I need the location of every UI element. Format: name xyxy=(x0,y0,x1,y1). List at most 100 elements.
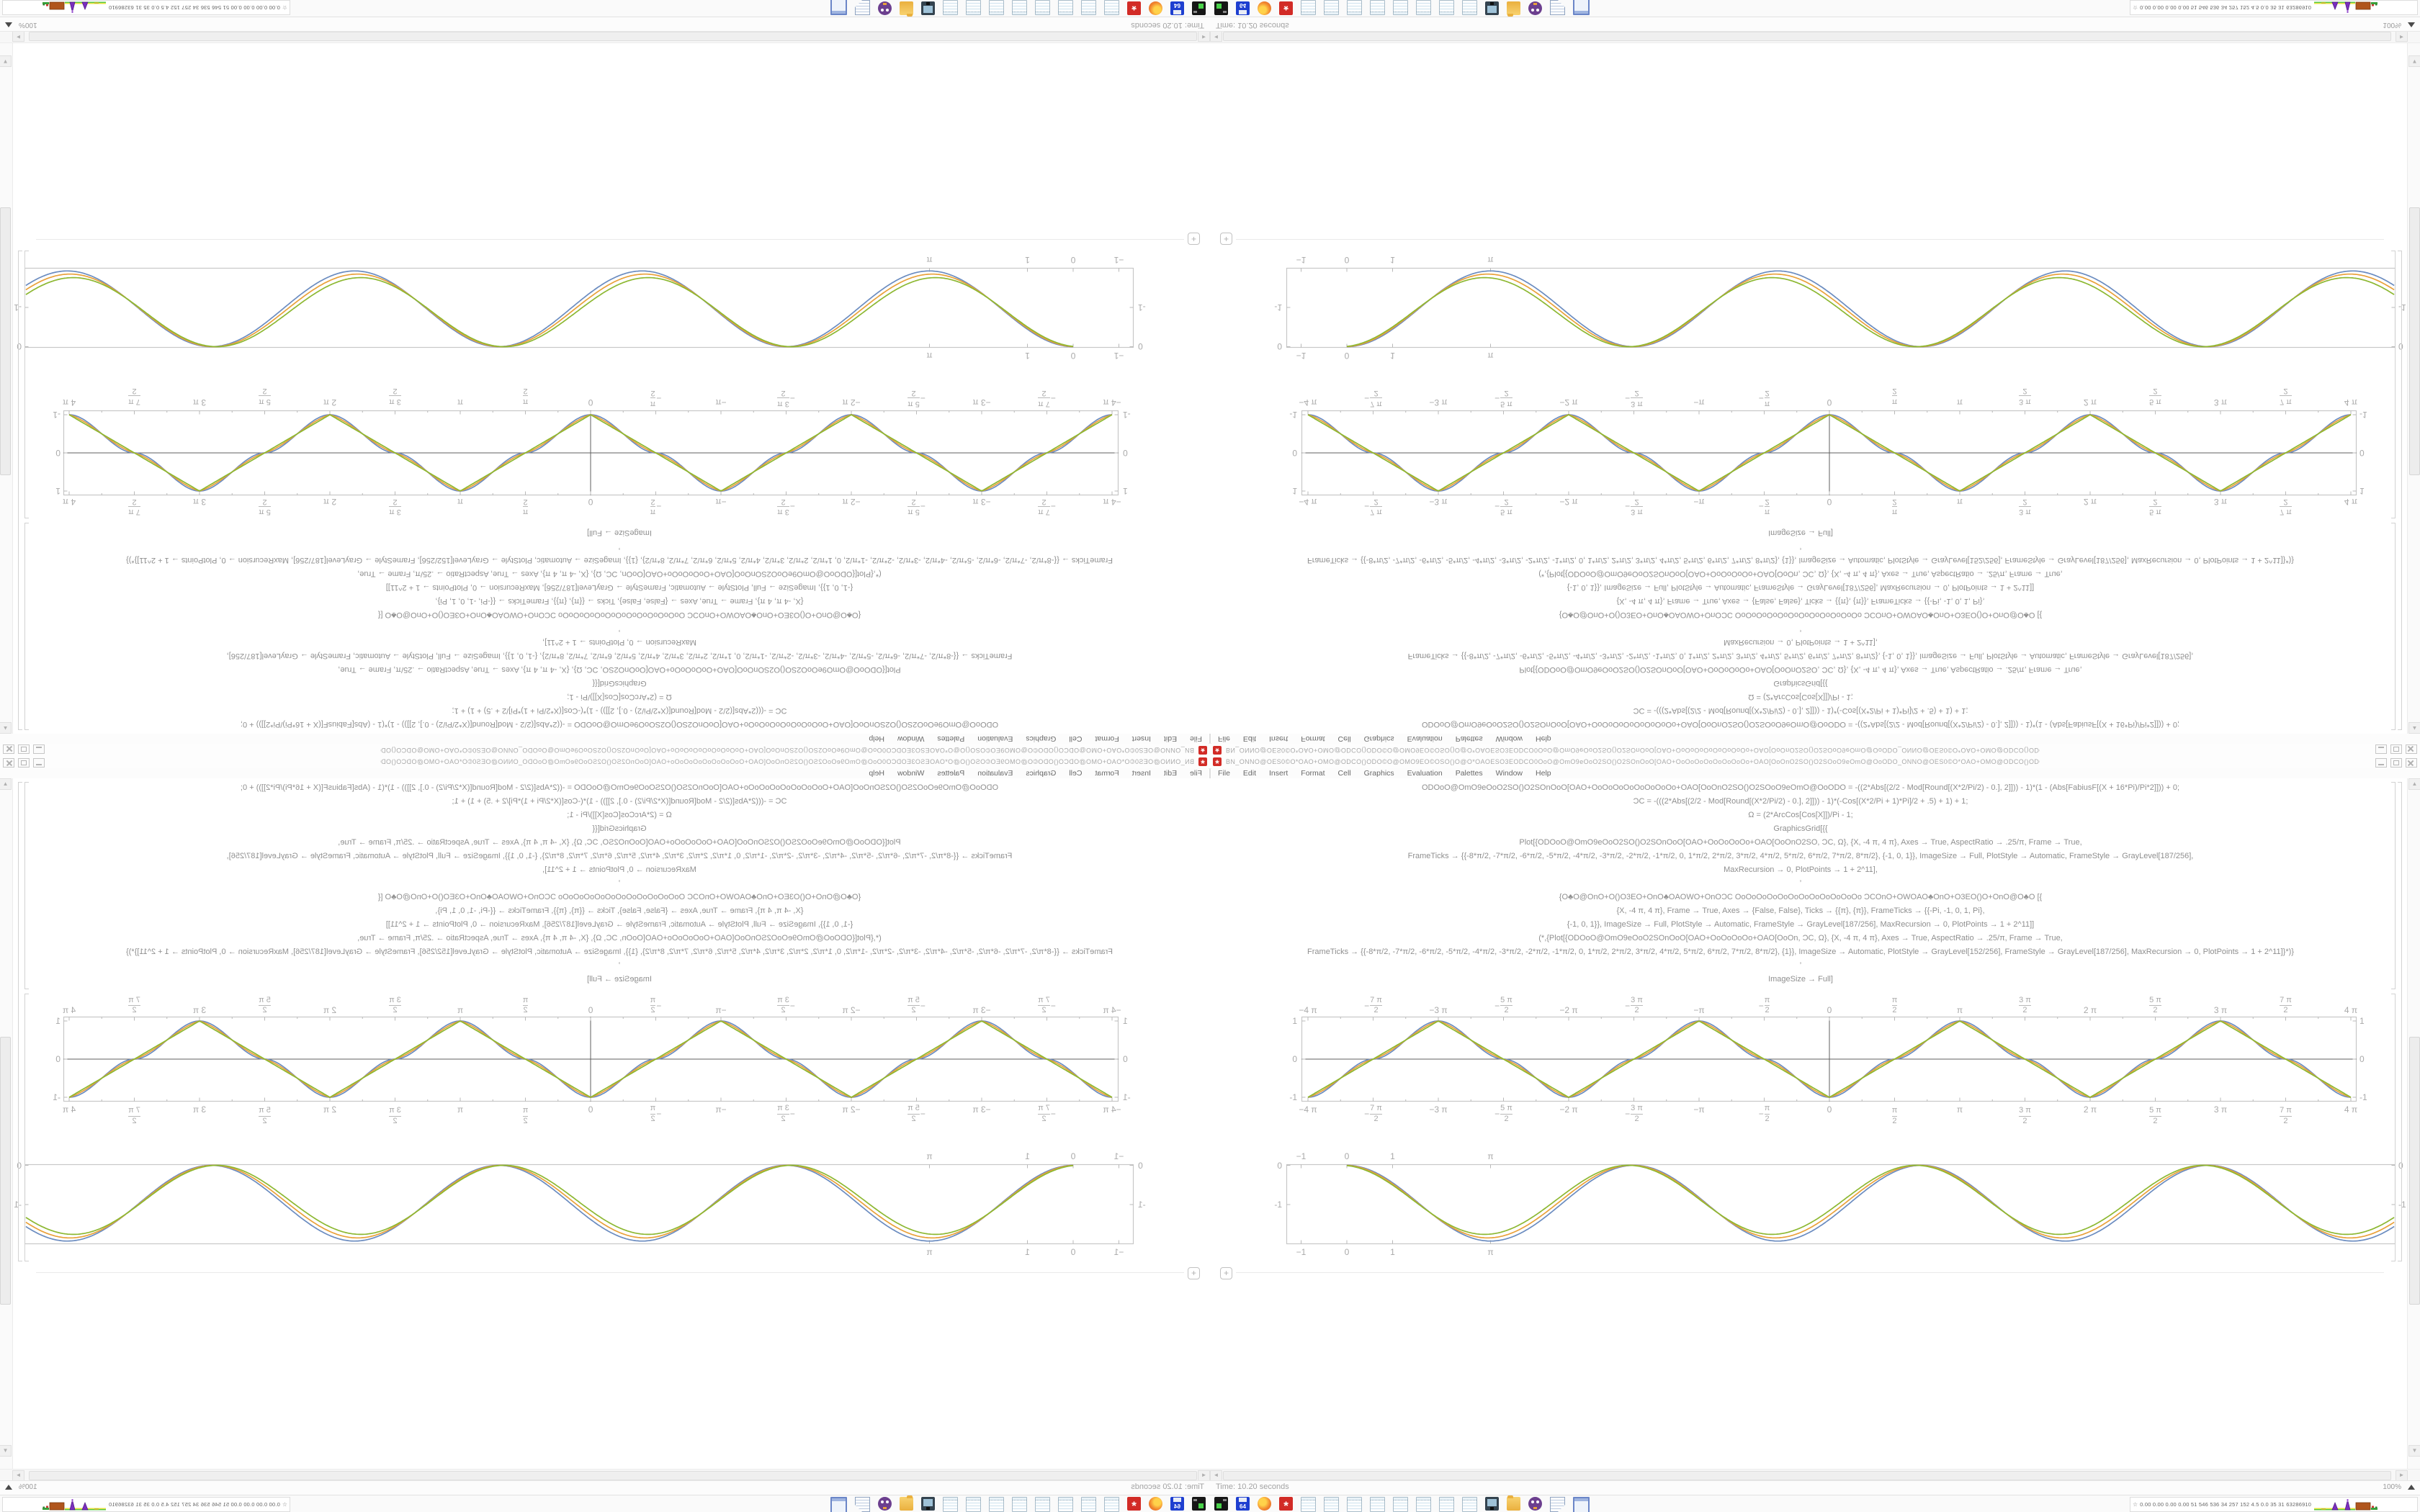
code-line[interactable]: ODOoO@OmO9eOoO2SO()O2SOnOoO[OAO+OoOoOoOo… xyxy=(240,720,999,729)
scroll-right-icon[interactable]: ► xyxy=(2396,31,2408,42)
code-line[interactable]: FrameTicks → {{-8*π/2, -7*π/2, -6*π/2, -… xyxy=(126,556,1113,564)
cell-bracket-output[interactable] xyxy=(24,994,29,1261)
code-line[interactable]: Ω = (2*ArcCos[Cos[X]])/Pi - 1; xyxy=(567,693,672,701)
close-button-icon[interactable] xyxy=(3,758,14,768)
screenshot-tool-icon[interactable] xyxy=(1485,1,1499,15)
horizontal-scroll-thumb[interactable] xyxy=(29,1471,1197,1480)
horizontal-scroll-thumb[interactable] xyxy=(1223,1471,2391,1480)
horizontal-scroll-thumb[interactable] xyxy=(1223,32,2391,41)
code-line[interactable]: {-1, 0, 1}}, ImageSize → Full, PlotStyle… xyxy=(385,583,853,592)
scroll-left-icon[interactable]: ◄ xyxy=(1198,31,1210,42)
menu-file[interactable]: File xyxy=(1218,769,1230,778)
notepad-icon[interactable] xyxy=(989,0,1004,15)
vertical-scrollbar[interactable]: ▲ ▼ xyxy=(0,43,13,734)
code-line[interactable]: {X, -4 π, 4 π}, Frame → True, Axes → {Fa… xyxy=(1616,597,1985,606)
window-titlebar[interactable]: BN_ONNO@OES0©O*OAO+OMO@ODCO()ODO©O@OMO9E… xyxy=(0,756,1210,769)
magnification-level[interactable]: 100% xyxy=(2383,1483,2401,1491)
notepad-icon[interactable] xyxy=(1347,1497,1362,1512)
code-line[interactable]: ’ xyxy=(618,961,621,970)
scroll-down-icon[interactable]: ▼ xyxy=(2408,1445,2420,1457)
scroll-down-icon[interactable]: ▼ xyxy=(0,1445,12,1457)
menu-cell[interactable]: Cell xyxy=(1337,769,1351,778)
scroll-right-icon[interactable]: ► xyxy=(12,1470,24,1481)
notepad-icon[interactable] xyxy=(1462,0,1477,15)
scroll-left-icon[interactable]: ◄ xyxy=(1210,1470,1222,1481)
cell-bracket-output[interactable] xyxy=(24,251,29,518)
floppy-64-icon[interactable] xyxy=(1236,1497,1250,1511)
scroll-right-icon[interactable]: ► xyxy=(12,31,24,42)
owl-app-icon[interactable] xyxy=(1528,1497,1542,1511)
menu-window[interactable]: Window xyxy=(1495,769,1523,778)
menu-format[interactable]: Format xyxy=(1301,769,1325,778)
insert-cell-plus-icon[interactable]: + xyxy=(1220,233,1232,245)
code-line[interactable]: ’ xyxy=(1799,542,1802,551)
code-line[interactable]: Plot[{ODOoO@OmO9eOoO2SO()O2SOnOoO[OAO+Oo… xyxy=(338,665,901,674)
menu-graphics[interactable]: Graphics xyxy=(1026,734,1057,743)
maximize-button-icon[interactable] xyxy=(2390,758,2402,768)
menu-format[interactable]: Format xyxy=(1095,734,1119,743)
menu-evaluation[interactable]: Evaluation xyxy=(977,734,1013,743)
scroll-left-icon[interactable]: ◄ xyxy=(1198,1470,1210,1481)
code-line[interactable]: {-1, 0, 1}}, ImageSize → Full, PlotStyle… xyxy=(1567,920,2035,929)
notepad-icon[interactable] xyxy=(1035,0,1050,15)
menu-file[interactable]: File xyxy=(1218,734,1230,743)
menu-palettes[interactable]: Palettes xyxy=(1455,769,1483,778)
vertical-scroll-thumb[interactable] xyxy=(0,1037,11,1305)
firefox-icon[interactable] xyxy=(1258,1,1271,15)
notepad-icon[interactable] xyxy=(1012,0,1027,15)
folder-icon[interactable] xyxy=(900,1,913,15)
code-line[interactable]: ’ xyxy=(618,879,621,888)
scroll-right-icon[interactable]: ► xyxy=(2396,1470,2408,1481)
mathematica-red-icon[interactable] xyxy=(1127,1497,1141,1511)
horizontal-scroll-thumb[interactable] xyxy=(29,32,1197,41)
notepad-icon[interactable] xyxy=(1439,1497,1454,1512)
receipt-icon[interactable] xyxy=(855,1497,870,1512)
code-line[interactable]: Ω = (2*ArcCos[Cos[X]])/Pi - 1; xyxy=(567,811,672,819)
code-line[interactable]: ƆC = -(((2*Abs[(2/2 - Mod[Round[(X*2/Pi/… xyxy=(452,706,787,715)
menu-insert[interactable]: Insert xyxy=(1131,734,1151,743)
code-line[interactable]: ƆC = -(((2*Abs[(2/2 - Mod[Round[(X*2/Pi/… xyxy=(452,797,787,806)
menu-edit[interactable]: Edit xyxy=(1242,734,1257,743)
input-cell-code[interactable]: ODOoO@OmO9eOoO2SO()O2SOnOoO[OAO+OoOoOoOo… xyxy=(1224,781,2377,986)
code-line[interactable]: Ω = (2*ArcCos[Cos[X]])/Pi - 1; xyxy=(1748,693,1853,701)
notepad-icon[interactable] xyxy=(1035,1497,1050,1512)
menu-window[interactable]: Window xyxy=(897,769,925,778)
code-line[interactable]: Plot[{ODOoO@OmO9eOoO2SO()O2SOnOoO[OAO+Oo… xyxy=(338,838,901,847)
vertical-scroll-thumb[interactable] xyxy=(0,207,11,475)
cell-bracket-input[interactable] xyxy=(2391,782,2396,989)
scroll-up-icon[interactable]: ▲ xyxy=(2408,778,2420,790)
minimize-button-icon[interactable] xyxy=(33,744,45,754)
code-line[interactable]: {X, -4 π, 4 π}, Frame → True, Axes → {Fa… xyxy=(435,906,804,915)
code-line[interactable]: ODOoO@OmO9eOoO2SO()O2SOnOoO[OAO+OoOoOoOo… xyxy=(1421,783,2180,792)
maximize-button-icon[interactable] xyxy=(18,758,30,768)
menu-format[interactable]: Format xyxy=(1301,734,1325,743)
receipt-icon[interactable] xyxy=(1550,0,1565,15)
minimize-button-icon[interactable] xyxy=(2375,744,2387,754)
code-line[interactable]: MaxRecursion → 0, PlotPoints → 1 + 2^11]… xyxy=(1724,638,1878,647)
notepad-icon[interactable] xyxy=(1058,0,1073,15)
owl-app-icon[interactable] xyxy=(878,1,892,15)
mathematica-red-icon[interactable] xyxy=(1279,1497,1293,1511)
notepad-icon[interactable] xyxy=(1104,0,1119,15)
menu-insert[interactable]: Insert xyxy=(1131,769,1151,778)
magnification-level[interactable]: 100% xyxy=(19,21,37,29)
menu-window[interactable]: Window xyxy=(1495,734,1523,743)
code-line[interactable]: MaxRecursion → 0, PlotPoints → 1 + 2^11]… xyxy=(542,638,696,647)
horizontal-scrollbar[interactable]: ◄ ► xyxy=(0,30,1210,43)
notepad-icon[interactable] xyxy=(1081,1497,1096,1512)
code-line[interactable]: ’ xyxy=(1799,961,1802,970)
vertical-scrollbar[interactable]: ▲ ▼ xyxy=(2407,43,2420,734)
cell-bracket-group[interactable] xyxy=(2398,251,2402,730)
cell-bracket-output[interactable] xyxy=(2391,251,2396,518)
horizontal-scrollbar[interactable]: ◄ ► xyxy=(1210,30,2420,43)
window-titlebar[interactable]: BN_ONNO@OES0©O*OAO+OMO@ODCO()ODO©O@OMO9E… xyxy=(1210,743,2420,756)
input-cell-code[interactable]: ODOoO@OmO9eOoO2SO()O2SOnOoO[OAO+OoOoOoOo… xyxy=(1224,526,2377,731)
notepad-icon[interactable] xyxy=(1301,1497,1316,1512)
cell-bracket-group[interactable] xyxy=(18,782,22,1261)
owl-app-icon[interactable] xyxy=(1528,1,1542,15)
notepad-icon[interactable] xyxy=(1462,1497,1477,1512)
cell-bracket-output[interactable] xyxy=(2391,994,2396,1261)
code-line[interactable]: Plot[{ODOoO@OmO9eOoO2SO()O2SOnOoO[OAO+Oo… xyxy=(1519,665,2082,674)
cell-bracket-input[interactable] xyxy=(24,523,29,730)
menu-file[interactable]: File xyxy=(1190,769,1202,778)
